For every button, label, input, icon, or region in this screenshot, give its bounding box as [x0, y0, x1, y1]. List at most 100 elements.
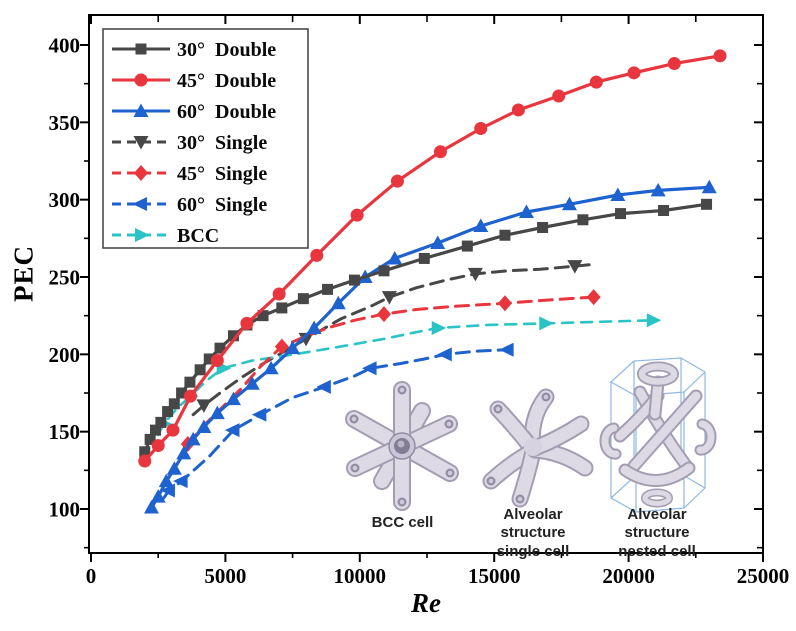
- marker-triangle-up: [701, 179, 717, 194]
- legend-item-1: 30° Double: [112, 39, 276, 61]
- marker-square: [658, 204, 670, 216]
- bcc-center-highlight: [397, 440, 405, 448]
- legend-label: 30° Double: [177, 39, 276, 61]
- legend-item-5: 45° Single: [112, 163, 267, 185]
- marker-triangle-up: [561, 196, 577, 211]
- marker-circle: [240, 316, 254, 330]
- plot-frame: [88, 14, 764, 554]
- marker-diamond: [134, 165, 148, 181]
- marker-circle: [151, 439, 165, 453]
- single-cell-caption: Alveolar structure single cell: [472, 506, 594, 561]
- marker-triangle-down: [133, 136, 149, 150]
- marker-triangle-up: [473, 218, 489, 232]
- marker-triangle-up: [225, 391, 241, 406]
- marker-triangle-left: [362, 361, 377, 376]
- marker-triangle-down: [196, 399, 212, 413]
- marker-triangle-up: [306, 320, 322, 335]
- marker-triangle-right: [431, 321, 447, 336]
- marker-diamond: [376, 306, 391, 323]
- marker-square: [615, 208, 627, 220]
- tube-open-end-inner: [495, 406, 501, 412]
- legend-item-2: 45° Double: [112, 70, 276, 92]
- marker-triangle-up: [166, 461, 182, 475]
- tube-open-end-inner: [543, 394, 549, 400]
- marker-triangle-up: [263, 360, 279, 375]
- marker-circle: [350, 208, 364, 222]
- marker-circle: [390, 174, 404, 188]
- tube-open-end-inner: [351, 416, 357, 422]
- marker-triangle-down: [381, 291, 397, 305]
- y-tick-label: 350: [49, 111, 81, 135]
- marker-triangle-up: [285, 340, 301, 355]
- marker-diamond: [497, 295, 512, 312]
- marker-triangle-right: [539, 316, 554, 331]
- series-line: [191, 263, 593, 417]
- x-tick-label: 10000: [334, 564, 387, 588]
- marker-square: [322, 283, 334, 295]
- marker-triangle-right: [646, 313, 662, 328]
- tube-body: [601, 424, 620, 458]
- axes-ticks: 0 5000 10000 15000 20000 25000 100 150 200 250 300…: [49, 15, 789, 588]
- legend-label: 60° Single: [177, 194, 267, 216]
- marker-square: [135, 43, 147, 55]
- tube-open-end-inner: [517, 496, 523, 502]
- tube-open-end-inner: [488, 478, 494, 484]
- marker-square: [577, 214, 589, 226]
- alveolar-single-cell-illustration: [482, 388, 594, 508]
- legend-label: 60° Double: [177, 101, 276, 123]
- marker-circle: [134, 73, 148, 87]
- marker-triangle-left: [224, 423, 240, 438]
- y-tick-label: 400: [49, 34, 81, 58]
- marker-triangle-up: [430, 235, 446, 249]
- bcc-cell-illustration: [345, 381, 459, 511]
- legend-label: 30° Single: [177, 132, 267, 154]
- legend-item-3: 60° Double: [112, 101, 276, 123]
- marker-square: [499, 229, 511, 241]
- marker-square: [155, 416, 167, 428]
- x-tick-label: 20000: [602, 564, 655, 588]
- marker-triangle-up: [610, 187, 626, 202]
- marker-triangle-up: [387, 250, 403, 265]
- marker-triangle-up: [244, 376, 260, 390]
- tube-open-end-inner: [447, 470, 453, 476]
- marker-square: [348, 274, 360, 286]
- legend-label: 45° Double: [177, 70, 276, 92]
- x-tick-label: 0: [86, 564, 97, 588]
- marker-square: [276, 302, 288, 314]
- series-line: [186, 295, 596, 446]
- marker-circle: [138, 454, 152, 468]
- marker-circle: [310, 248, 324, 262]
- marker-triangle-left: [499, 342, 514, 357]
- tube-open-end-inner: [399, 387, 405, 393]
- tube-body: [620, 463, 694, 485]
- marker-square: [144, 433, 156, 445]
- legend-item-7: BCC: [112, 225, 219, 247]
- marker-square: [162, 406, 174, 418]
- series-60-double: [143, 179, 717, 514]
- x-axis-title: Re: [411, 588, 441, 618]
- tube-open-end-inner: [446, 421, 452, 427]
- marker-triangle-left: [316, 379, 331, 394]
- marker-circle: [210, 354, 224, 368]
- marker-circle: [183, 389, 197, 403]
- marker-circle: [552, 89, 566, 103]
- alveolar-single-core: [524, 438, 542, 456]
- marker-square: [297, 293, 309, 305]
- y-tick-label: 300: [49, 188, 81, 212]
- marker-diamond: [586, 289, 601, 306]
- tube-body: [650, 377, 663, 419]
- marker-square: [461, 240, 473, 252]
- marker-square: [203, 353, 215, 365]
- marker-triangle-left: [251, 407, 267, 422]
- y-axis-title: PEC: [8, 245, 39, 302]
- marker-circle: [511, 103, 525, 117]
- marker-triangle-up: [143, 499, 159, 514]
- legend: 30° Double 45° Double 60° Double 30° Single…: [102, 28, 309, 249]
- marker-circle: [474, 122, 488, 136]
- marker-square: [194, 364, 206, 376]
- y-tick-label: 250: [49, 266, 81, 290]
- marker-triangle-down: [567, 260, 583, 274]
- marker-circle: [433, 145, 447, 159]
- marker-triangle-down: [467, 267, 483, 282]
- marker-triangle-left: [173, 474, 188, 489]
